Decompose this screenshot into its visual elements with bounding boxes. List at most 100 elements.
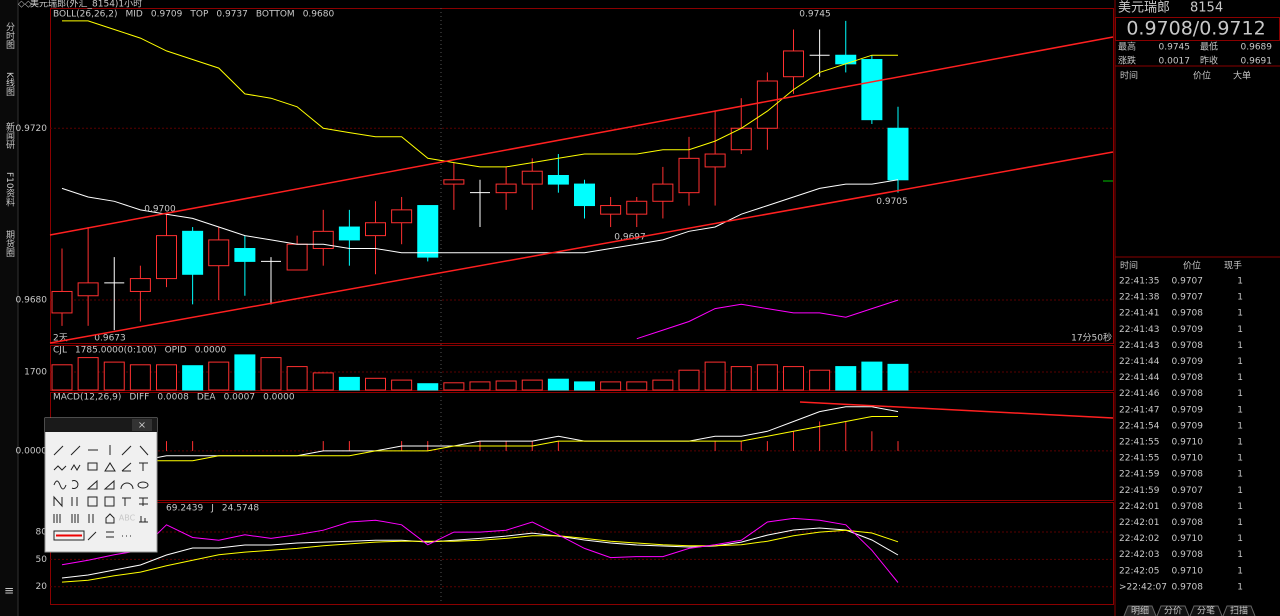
volume-bar (391, 379, 413, 391)
tick-volume: 1 (1237, 550, 1243, 560)
tick-volume: 1 (1237, 405, 1243, 415)
tick-price: 0.9709 (1172, 405, 1204, 415)
tick-volume: 1 (1237, 325, 1243, 335)
tab[interactable]: 明细 (1131, 605, 1149, 616)
volume-bar (835, 366, 857, 391)
stat-value: 0.9689 (1241, 43, 1273, 53)
toolbox-close-button[interactable] (132, 419, 152, 431)
legend-text: TOP (189, 10, 209, 20)
candle-body (208, 239, 230, 267)
price-annotation: 0.9705 (876, 197, 908, 207)
volume-bar (652, 379, 674, 391)
channel-upper (49, 36, 1114, 236)
volume-bar (208, 361, 230, 391)
volume-bar (156, 364, 177, 391)
text-tool[interactable]: ABC (119, 514, 136, 523)
kdj-panel (50, 502, 1114, 605)
legend-text: DIFF (129, 393, 149, 403)
candle-body (77, 282, 99, 297)
tick-price: 0.9710 (1172, 438, 1204, 448)
volume-bar (809, 369, 831, 391)
tab-shape[interactable] (1156, 605, 1190, 616)
tick-price: 0.9708 (1172, 502, 1204, 512)
tick-volume: 1 (1237, 502, 1243, 512)
line-style-selector[interactable] (53, 530, 85, 541)
tab-shape[interactable] (1123, 605, 1157, 616)
tab-shape[interactable] (1189, 605, 1223, 616)
candle-body (783, 50, 804, 78)
candle-body (652, 183, 674, 202)
volume-bar (182, 365, 204, 391)
tool-icons[interactable] (53, 445, 149, 541)
boll-line (61, 179, 899, 254)
candle-body (129, 278, 151, 292)
sidebar-tab[interactable]: 分时图 (4, 22, 15, 50)
sidebar-tab[interactable]: 新闻研 (4, 121, 15, 150)
volume-bar (756, 364, 778, 391)
kdj-line (61, 527, 899, 579)
candle-body (286, 243, 308, 271)
tick-time: 22:41:59 (1119, 486, 1160, 496)
candle-body (234, 248, 256, 262)
stat-label: 涨跌 (1118, 56, 1136, 67)
tick-time: 22:42:03 (1119, 550, 1159, 560)
toolbox-close[interactable]: × (138, 420, 146, 431)
legend-text: 69.2439 (166, 504, 203, 514)
tick-volume: 1 (1237, 438, 1243, 448)
y-tick-label: 50 (36, 555, 48, 565)
y-tick-label: 80 (36, 528, 48, 538)
title-icon: ◇◇ (18, 0, 32, 10)
tick-time: 22:41:55 (1119, 438, 1159, 448)
legend-text: 0.9709 (151, 10, 183, 20)
volume-bar (365, 377, 386, 391)
tick-volume: 1 (1237, 566, 1243, 576)
symbol-code: 8154 (1190, 1, 1223, 16)
legend-text: 0.0008 (157, 393, 189, 403)
tick-time: 22:41:44 (1119, 357, 1160, 367)
tab-shape[interactable] (1222, 605, 1256, 616)
candle-body (365, 222, 386, 237)
volume-bar (443, 382, 465, 391)
volume-bar (417, 383, 439, 391)
tick-time: 22:41:43 (1119, 341, 1159, 351)
volume-bar (678, 369, 700, 391)
tick-price: 0.9707 (1172, 277, 1204, 287)
volume-panel (50, 345, 1114, 391)
tab[interactable]: 分笔 (1197, 605, 1215, 616)
tick-time: 22:41:46 (1119, 389, 1160, 399)
table-header: 现手 (1224, 260, 1242, 272)
tick-time: 22:41:59 (1119, 470, 1160, 480)
drawing-toolbox: × ABC (44, 417, 158, 553)
stat-label: 最低 (1200, 41, 1218, 53)
volume-bar (626, 381, 648, 391)
tick-price: 0.9709 (1172, 325, 1204, 335)
candle-body (312, 230, 334, 250)
sidebar-tab[interactable]: 期货圈 (4, 230, 15, 258)
legend-text: BOLL(26,26,2) (53, 10, 118, 20)
legend-text: 0.9680 (303, 10, 335, 20)
sidebar-tab[interactable]: K线图 (4, 72, 15, 97)
tick-time: 22:41:38 (1119, 293, 1160, 303)
tab[interactable]: 扫描 (1230, 605, 1248, 616)
y-tick-label: 0.9720 (16, 124, 48, 134)
candle-body (51, 290, 73, 314)
tick-time: 22:41:35 (1119, 277, 1159, 287)
tick-time: 22:42:02 (1119, 534, 1159, 544)
tick-price: 0.9708 (1172, 550, 1204, 560)
y-tick-label: 1700 (24, 368, 47, 378)
table-header: 价位 (1183, 260, 1201, 272)
menu-icon[interactable]: ≡ (4, 584, 14, 598)
volume-bar (861, 361, 883, 391)
legend-text: OPID (165, 346, 187, 356)
legend-text: BOTTOM (256, 10, 295, 20)
volume-bar (704, 361, 726, 391)
legend-text: 0.9737 (216, 10, 248, 20)
volume-bar (547, 378, 569, 391)
volume-bar (234, 354, 256, 391)
y-tick-label: 20 (36, 582, 48, 592)
sidebar-tab[interactable]: F10资料 (4, 172, 15, 208)
tab[interactable]: 分价 (1164, 606, 1182, 616)
candle-body (626, 200, 648, 215)
volume-bar (338, 376, 360, 391)
